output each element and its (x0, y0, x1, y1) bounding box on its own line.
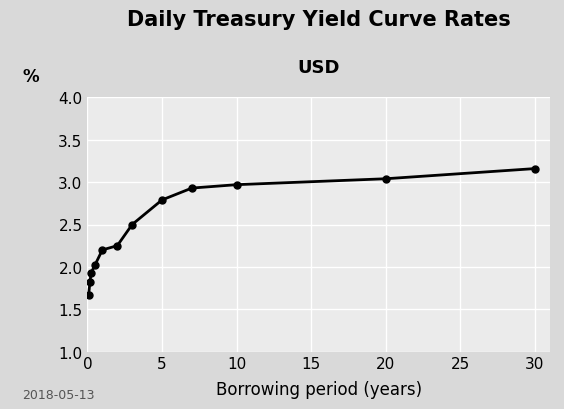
Text: Daily Treasury Yield Curve Rates: Daily Treasury Yield Curve Rates (127, 10, 510, 30)
Text: USD: USD (297, 59, 340, 77)
Text: %: % (23, 68, 39, 86)
X-axis label: Borrowing period (years): Borrowing period (years) (215, 380, 422, 398)
Text: 2018-05-13: 2018-05-13 (23, 388, 95, 401)
